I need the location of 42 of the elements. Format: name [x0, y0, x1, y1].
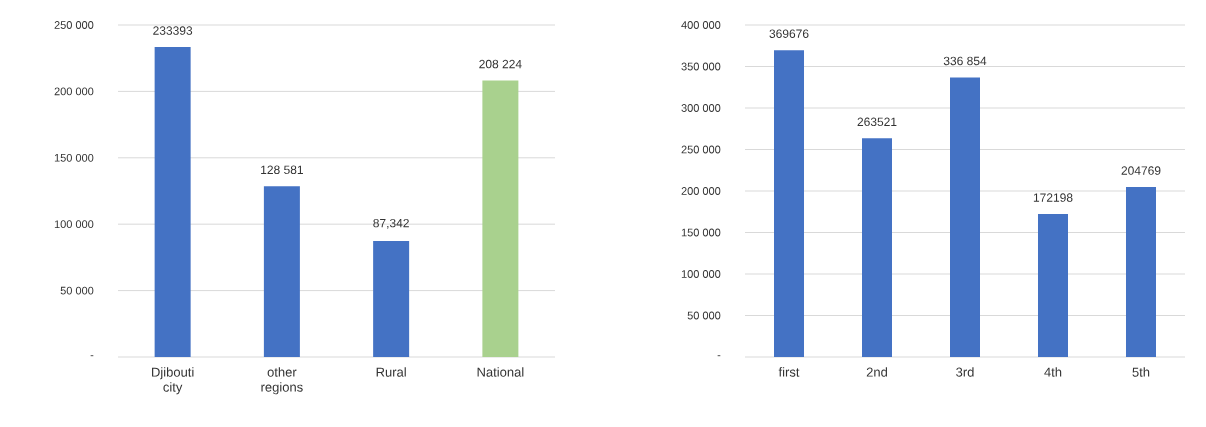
y-tick-label: 350 000 — [681, 62, 721, 71]
y-tick-label: 400 000 — [681, 21, 721, 29]
x-tick-label: Rural — [376, 367, 406, 377]
data-label: 172198 — [1033, 193, 1073, 202]
x-tick-label: 4th — [1044, 367, 1062, 377]
bar — [1126, 187, 1156, 357]
x-tick-label: National — [477, 367, 524, 377]
x-tick-label: 3rd — [956, 367, 974, 377]
bar — [154, 47, 191, 357]
y-tick-label: 150 000 — [681, 228, 721, 237]
data-label: 208 224 — [479, 59, 522, 69]
y-tick-label: - — [717, 355, 721, 357]
y-tick-label: - — [90, 355, 94, 357]
y-tick-label: 200 000 — [54, 87, 94, 96]
x-tick-label: Djibouti city — [152, 367, 194, 395]
bar — [950, 77, 980, 357]
x-tick-label: 2nd — [866, 367, 888, 377]
data-label: 233393 — [153, 26, 193, 35]
data-label: 204769 — [1121, 166, 1161, 175]
x-tick-label: 5th — [1132, 367, 1150, 377]
bar — [482, 80, 519, 357]
bar — [373, 241, 410, 357]
data-label: 87,342 — [373, 218, 409, 229]
bar — [1038, 214, 1068, 357]
y-tick-label: 250 000 — [681, 145, 721, 154]
y-tick-label: 50 000 — [687, 311, 721, 320]
y-tick-label: 300 000 — [681, 104, 721, 112]
y-tick-label: 200 000 — [681, 187, 721, 195]
bar — [774, 50, 804, 357]
y-tick-label: 150 000 — [54, 153, 94, 162]
y-tick-label: 50 000 — [60, 286, 94, 295]
x-tick-label: other regions — [261, 367, 303, 395]
y-tick-label: 100 000 — [681, 270, 721, 278]
data-label: 128 581 — [261, 165, 303, 175]
x-tick-label: first — [778, 367, 800, 377]
y-tick-label: 100 000 — [54, 220, 94, 229]
bar — [263, 186, 300, 357]
data-label: 263521 — [857, 117, 897, 127]
y-tick-label: 250 000 — [54, 21, 94, 29]
bar — [862, 138, 892, 357]
data-label: 369676 — [769, 29, 809, 38]
data-label: 336 854 — [943, 56, 987, 66]
